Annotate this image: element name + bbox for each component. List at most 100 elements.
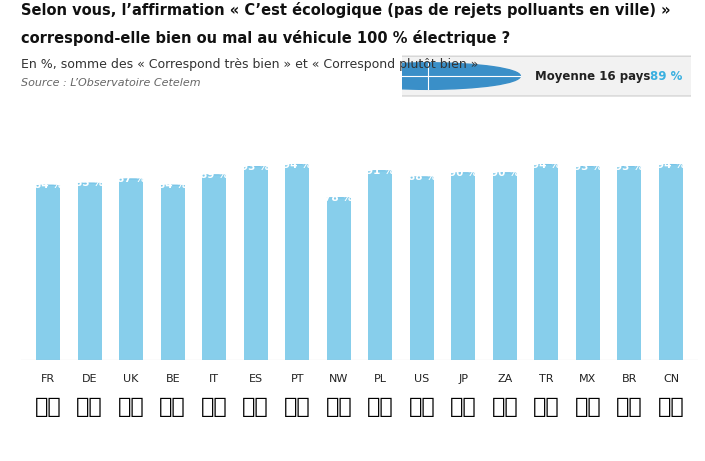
Text: 🇹🇷: 🇹🇷 bbox=[533, 397, 560, 417]
Text: MX: MX bbox=[580, 374, 596, 384]
Circle shape bbox=[534, 164, 558, 165]
Circle shape bbox=[78, 183, 102, 184]
Circle shape bbox=[368, 170, 393, 171]
Circle shape bbox=[286, 164, 309, 165]
Text: 89 %: 89 % bbox=[200, 170, 228, 180]
Text: 🇮🇹: 🇮🇹 bbox=[201, 397, 228, 417]
Text: TR: TR bbox=[539, 374, 553, 384]
Text: 🇿🇦: 🇿🇦 bbox=[491, 397, 518, 417]
Text: En %, somme des « Correspond très bien » et « Correspond plutôt bien »: En %, somme des « Correspond très bien »… bbox=[21, 58, 479, 71]
Circle shape bbox=[659, 164, 683, 165]
Text: FR: FR bbox=[41, 374, 55, 384]
Circle shape bbox=[576, 166, 600, 167]
Text: PL: PL bbox=[374, 374, 387, 384]
Circle shape bbox=[119, 178, 143, 180]
Text: 94 %: 94 % bbox=[656, 160, 685, 170]
Text: 🇬🇧: 🇬🇧 bbox=[118, 397, 145, 417]
Circle shape bbox=[659, 164, 683, 165]
Text: 88 %: 88 % bbox=[407, 172, 436, 182]
Circle shape bbox=[161, 185, 185, 186]
Text: 🇪🇸: 🇪🇸 bbox=[243, 397, 269, 417]
FancyBboxPatch shape bbox=[393, 56, 699, 96]
Text: 🇧🇷: 🇧🇷 bbox=[616, 397, 643, 417]
Circle shape bbox=[286, 164, 309, 165]
Text: 84 %: 84 % bbox=[159, 180, 187, 190]
Text: CN: CN bbox=[663, 374, 679, 384]
Text: 94 %: 94 % bbox=[532, 160, 560, 170]
Text: 🇯🇵: 🇯🇵 bbox=[450, 397, 477, 417]
Text: 🇲🇽: 🇲🇽 bbox=[575, 397, 601, 417]
Bar bbox=[534, 165, 558, 360]
Circle shape bbox=[244, 166, 268, 167]
Bar bbox=[618, 166, 642, 360]
Circle shape bbox=[618, 166, 642, 167]
Text: 84 %: 84 % bbox=[34, 180, 63, 190]
Text: 🇵🇹: 🇵🇹 bbox=[284, 397, 311, 417]
Circle shape bbox=[202, 174, 226, 176]
Text: 🇺🇸: 🇺🇸 bbox=[408, 397, 435, 417]
Bar bbox=[368, 171, 393, 360]
Text: JP: JP bbox=[458, 374, 468, 384]
Circle shape bbox=[326, 197, 351, 198]
Bar bbox=[451, 173, 475, 360]
Circle shape bbox=[451, 172, 475, 173]
Circle shape bbox=[493, 172, 517, 173]
Text: 🇵🇱: 🇵🇱 bbox=[367, 397, 393, 417]
Text: 94 %: 94 % bbox=[283, 160, 312, 170]
Text: Selon vous, l’affirmation « C’est écologique (pas de rejets polluants en ville) : Selon vous, l’affirmation « C’est écolog… bbox=[21, 2, 670, 18]
Text: 89 %: 89 % bbox=[651, 70, 683, 83]
Text: 🇳🇴: 🇳🇴 bbox=[326, 397, 352, 417]
Bar bbox=[286, 165, 309, 360]
Text: Moyenne 16 pays: Moyenne 16 pays bbox=[535, 70, 650, 83]
Circle shape bbox=[368, 170, 393, 171]
Text: ES: ES bbox=[249, 374, 263, 384]
Text: 🇨🇳: 🇨🇳 bbox=[658, 397, 685, 417]
Circle shape bbox=[534, 164, 558, 165]
Text: 93 %: 93 % bbox=[242, 162, 270, 171]
Text: IT: IT bbox=[209, 374, 219, 384]
Text: 90 %: 90 % bbox=[449, 168, 477, 178]
Circle shape bbox=[451, 172, 475, 173]
Text: BR: BR bbox=[622, 374, 637, 384]
Text: 87 %: 87 % bbox=[117, 174, 145, 184]
Text: DE: DE bbox=[82, 374, 97, 384]
Bar bbox=[202, 175, 226, 360]
Text: NW: NW bbox=[329, 374, 348, 384]
Text: 78 %: 78 % bbox=[324, 193, 353, 203]
Text: 85 %: 85 % bbox=[75, 178, 104, 188]
Text: Source : L’Observatoire Cetelem: Source : L’Observatoire Cetelem bbox=[21, 78, 201, 89]
Text: 90 %: 90 % bbox=[491, 168, 519, 178]
Circle shape bbox=[78, 183, 102, 184]
Text: 🇩🇪: 🇩🇪 bbox=[76, 397, 103, 417]
Circle shape bbox=[618, 166, 642, 167]
Circle shape bbox=[336, 63, 520, 89]
Bar bbox=[244, 166, 268, 360]
Text: UK: UK bbox=[123, 374, 139, 384]
Circle shape bbox=[244, 166, 268, 167]
Circle shape bbox=[36, 185, 60, 186]
Text: 🇫🇷: 🇫🇷 bbox=[35, 397, 61, 417]
Text: 93 %: 93 % bbox=[574, 162, 602, 171]
Bar bbox=[576, 166, 600, 360]
Bar bbox=[410, 177, 434, 360]
Text: ZA: ZA bbox=[497, 374, 513, 384]
Text: 93 %: 93 % bbox=[615, 162, 644, 171]
Circle shape bbox=[119, 178, 143, 180]
Text: 91 %: 91 % bbox=[366, 166, 395, 176]
Text: PT: PT bbox=[290, 374, 304, 384]
Text: BE: BE bbox=[166, 374, 180, 384]
Text: correspond-elle bien ou mal au véhicule 100 % électrique ?: correspond-elle bien ou mal au véhicule … bbox=[21, 30, 510, 46]
Text: 🇧🇪: 🇧🇪 bbox=[159, 397, 186, 417]
Circle shape bbox=[326, 197, 351, 198]
Circle shape bbox=[36, 185, 60, 186]
Bar bbox=[36, 185, 60, 360]
Bar bbox=[493, 173, 517, 360]
Text: US: US bbox=[415, 374, 429, 384]
Circle shape bbox=[493, 172, 517, 173]
Bar bbox=[78, 183, 102, 360]
Circle shape bbox=[576, 166, 600, 167]
Bar bbox=[119, 179, 143, 360]
Bar bbox=[161, 185, 185, 360]
Circle shape bbox=[202, 174, 226, 176]
Circle shape bbox=[161, 185, 185, 186]
